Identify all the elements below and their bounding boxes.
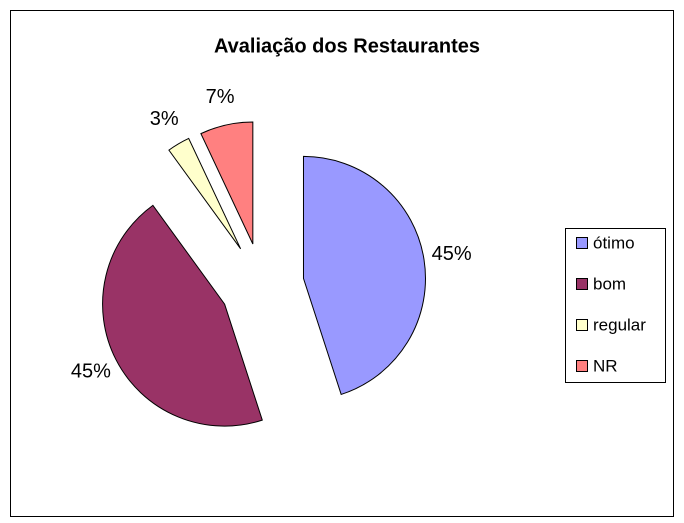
pie-slice: [102, 204, 263, 427]
legend-label: NR: [593, 356, 618, 375]
legend-label: bom: [593, 274, 626, 293]
legend-swatch: [576, 319, 588, 331]
chart-title: Avaliação dos Restaurantes: [214, 35, 480, 57]
data-label: 45%: [432, 243, 472, 265]
pie-slice: [200, 121, 254, 245]
legend-swatch: [576, 278, 588, 290]
data-label: 45%: [71, 360, 111, 382]
data-label: 7%: [206, 86, 235, 108]
legend-label: ótimo: [593, 233, 635, 252]
legend-swatch: [576, 237, 588, 249]
legend-label: regular: [593, 315, 646, 334]
data-label: 3%: [150, 108, 179, 130]
legend-swatch: [576, 360, 588, 372]
pie-slice: [302, 155, 426, 396]
pie-slice: [168, 137, 242, 250]
legend-box: [565, 228, 666, 383]
